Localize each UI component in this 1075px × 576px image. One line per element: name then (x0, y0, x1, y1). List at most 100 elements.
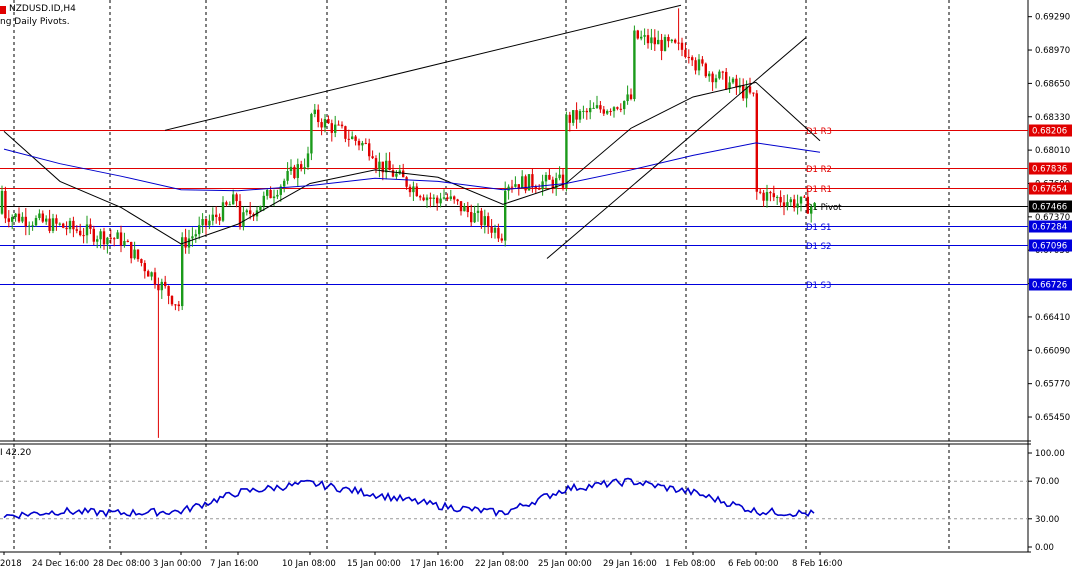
price-tag (1029, 162, 1072, 175)
candle-body (364, 142, 367, 144)
candle-body (204, 219, 208, 226)
time-tick-label: 2018 (0, 559, 22, 569)
candle-body (385, 160, 388, 173)
candle-body (92, 228, 95, 242)
candle-body (650, 37, 653, 44)
candle-body (660, 39, 663, 51)
candle-body (697, 59, 701, 71)
candle-body (55, 218, 58, 224)
price-tick-label: 0.69290 (1035, 13, 1070, 23)
candle-body (147, 271, 150, 277)
candle-body (429, 197, 432, 199)
candle-body (810, 206, 813, 214)
candle-body (269, 189, 272, 199)
candle-body (473, 213, 476, 223)
candle-body (436, 197, 439, 204)
osc-tick-label: 70.00 (1035, 477, 1059, 487)
pivot-level-label: D1 R1 (806, 185, 832, 195)
candle-body (493, 227, 497, 233)
candle-body (524, 176, 527, 191)
candle-body (68, 220, 72, 230)
candle-body (381, 161, 384, 173)
candle-body (568, 114, 571, 123)
candle-body (153, 272, 157, 285)
candle-body (245, 210, 248, 213)
candle-body (211, 214, 214, 221)
candle-body (194, 234, 197, 237)
candle-body (558, 174, 561, 179)
candle-body (160, 281, 163, 291)
candle-body (201, 219, 204, 226)
candle-body (323, 119, 327, 128)
candle-body (276, 194, 279, 197)
candle-body (310, 114, 313, 154)
candle-body (21, 216, 24, 222)
candle-body (218, 216, 221, 221)
candle-body (62, 223, 65, 228)
candle-body (813, 202, 816, 207)
candle-body (177, 304, 180, 307)
candle-body (402, 170, 405, 178)
candle-body (167, 286, 170, 296)
candle-body (782, 202, 786, 207)
candle-body (544, 174, 548, 182)
candle-body (38, 213, 41, 219)
candle-body (626, 94, 629, 102)
candle-body (344, 126, 347, 139)
price-tag-label: 0.67096 (1032, 242, 1067, 252)
candle-body (425, 197, 429, 201)
candle-body (238, 201, 242, 227)
candle-body (306, 153, 310, 168)
candle-body (228, 204, 231, 206)
candle-body (687, 56, 690, 58)
candle-body (272, 196, 276, 199)
candle-body (143, 263, 146, 272)
candle-body (65, 227, 68, 230)
price-tag (1029, 200, 1072, 213)
candle-body (585, 110, 588, 113)
candle-body (643, 35, 646, 37)
candle-body (130, 241, 133, 259)
symbol-caption: NZDUSD.ID,H4 (0, 3, 76, 16)
candle-body (504, 190, 507, 241)
candle-body (803, 196, 806, 198)
candle-body (164, 281, 167, 287)
candle-body (684, 49, 687, 57)
candle-body (327, 119, 330, 124)
candle-body (565, 114, 568, 188)
candle-body (694, 60, 697, 71)
candle-body (249, 210, 252, 215)
candle-body (527, 174, 531, 191)
candle-body (79, 230, 82, 236)
candle-body (286, 171, 289, 181)
candle-body (551, 179, 554, 189)
candle-body (85, 224, 89, 236)
candle-body (422, 197, 425, 201)
price-tick-label: 0.66410 (1035, 313, 1070, 323)
candle-body (225, 202, 228, 205)
pivot-level-label: D1 S2 (806, 242, 831, 252)
trendline (164, 4, 682, 131)
time-tick-label: 28 Dec 08:00 (93, 559, 150, 569)
price-tick-label: 0.68010 (1035, 146, 1070, 156)
candle-body (150, 272, 153, 277)
candle-body (466, 206, 469, 213)
candle-body (786, 202, 789, 207)
candle-body (589, 107, 592, 113)
candle-body (548, 174, 551, 180)
candle-body (731, 78, 735, 83)
candle-body (14, 213, 17, 218)
candle-body (181, 237, 184, 307)
pivot-level-label: D1 R3 (806, 127, 832, 137)
candle-body (806, 196, 809, 214)
candle-body (582, 110, 585, 112)
candle-body (663, 36, 667, 51)
pivot-level-label: D1 S3 (806, 281, 831, 291)
candle-body (419, 196, 422, 198)
candle-body (578, 111, 582, 120)
candle-body (701, 59, 704, 64)
candle-body (334, 124, 337, 133)
candle-body (745, 86, 748, 99)
